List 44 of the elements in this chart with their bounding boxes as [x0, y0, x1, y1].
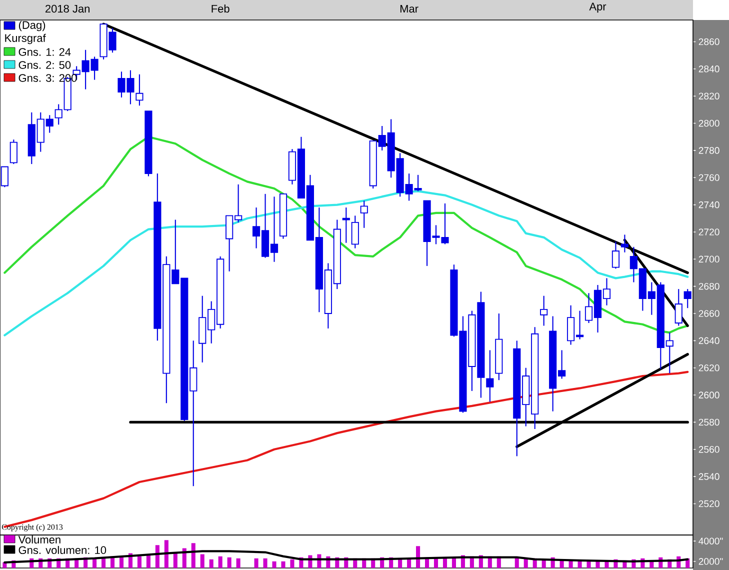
y-tick-label: 2000" — [698, 558, 723, 565]
y-tick-label: 2780 — [698, 147, 720, 154]
legend-label: Volumen — [18, 535, 60, 544]
legend-label: (Dag) — [18, 20, 46, 32]
line-series — [4, 136, 689, 334]
y-tick-label: 2840 — [698, 66, 720, 72]
y-tick-label: 2680 — [698, 282, 720, 290]
candlestick — [674, 288, 682, 326]
legend-label: Gns. 2: 50 — [18, 61, 71, 69]
candlestick — [0, 166, 8, 188]
y-tick-label: 2800 — [698, 120, 720, 127]
candlestick — [486, 350, 494, 402]
candlestick — [351, 215, 359, 249]
annotation: Copyright (c) 2013 — [2, 524, 63, 532]
y-tick-label: 2740 — [698, 201, 720, 208]
y-tick-label: 2820 — [698, 92, 720, 100]
candlestick — [10, 139, 18, 165]
candlestick — [684, 288, 692, 309]
y-tick-label: 2700 — [698, 256, 720, 263]
y-tick-label: 2760 — [698, 174, 720, 182]
y-tick-label: 2720 — [698, 228, 720, 236]
x-tick-label: 2018 Jan — [45, 4, 90, 13]
candlestick — [540, 295, 548, 326]
y-tick-label: 2860 — [698, 38, 720, 46]
x-tick-label: Mar — [400, 4, 418, 13]
legend-title: Kursgraf — [5, 34, 46, 44]
x-tick-label: Feb — [212, 4, 230, 13]
legend-label: Gns. 1: 24 — [18, 48, 71, 56]
candlestick — [620, 234, 628, 253]
y-tick-label: 2560 — [698, 446, 720, 453]
candlestick — [136, 74, 144, 106]
candlestick — [360, 200, 368, 228]
y-tick-label: 4000" — [698, 538, 723, 544]
y-tick-label: 2660 — [698, 310, 720, 317]
candlestick — [342, 206, 350, 244]
y-tick-label: 2600 — [698, 392, 720, 398]
y-tick-label: 2580 — [698, 418, 720, 426]
y-tick-label: 2620 — [698, 364, 720, 372]
y-tick-label: 2520 — [698, 500, 720, 508]
legend-label: Gns. volumen: 10 — [18, 546, 106, 554]
y-tick-label: 2540 — [698, 473, 720, 480]
y-tick-label: 2640 — [698, 337, 720, 344]
candlestick — [612, 240, 620, 270]
x-tick-label: Apr — [589, 2, 606, 13]
